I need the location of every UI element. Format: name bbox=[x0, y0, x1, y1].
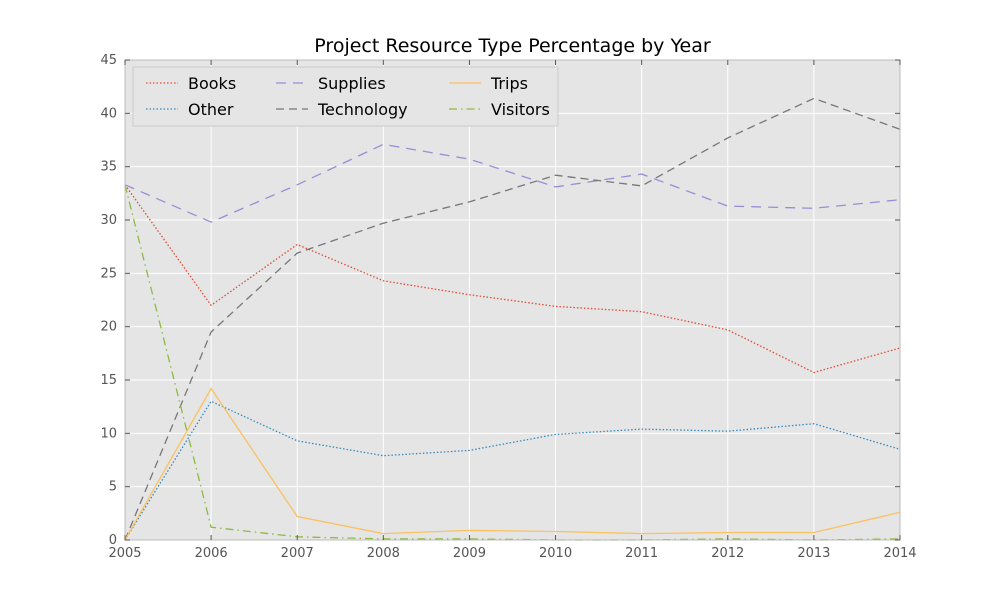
y-tick-label: 40 bbox=[100, 106, 117, 121]
x-tick-label: 2009 bbox=[453, 546, 486, 561]
legend-label-technology: Technology bbox=[317, 100, 408, 119]
x-tick-label: 2012 bbox=[711, 546, 744, 561]
legend-label-trips: Trips bbox=[490, 74, 528, 93]
series-line-trips bbox=[124, 387, 901, 541]
y-tick-label: 45 bbox=[100, 53, 117, 68]
x-tick-label: 2005 bbox=[108, 546, 141, 561]
legend-label-other: Other bbox=[188, 100, 234, 119]
series-lines bbox=[124, 97, 901, 541]
y-tick-label: 0 bbox=[109, 533, 117, 548]
x-tick-label: 2007 bbox=[281, 546, 314, 561]
series-line-technology bbox=[124, 97, 901, 541]
x-tick-label: 2014 bbox=[883, 546, 916, 561]
axes: 0 5 10 15 20 25 30 35 40 45 2005 2006 2007 2008 2009 20… bbox=[100, 53, 916, 561]
y-tick-label: 25 bbox=[100, 266, 117, 281]
legend: Books Other Supplies Technology Trips Visitor… bbox=[132, 66, 559, 127]
legend-label-visitors: Visitors bbox=[491, 100, 550, 119]
y-tick-label: 10 bbox=[100, 426, 117, 441]
y-tick-label: 35 bbox=[100, 160, 117, 175]
legend-label-supplies: Supplies bbox=[318, 74, 386, 93]
plot-area bbox=[125, 60, 900, 540]
plot-frame bbox=[124, 59, 901, 541]
y-tick-label: 20 bbox=[100, 320, 117, 335]
x-tick-label: 2006 bbox=[195, 546, 228, 561]
chart-title: Project Resource Type Percentage by Year bbox=[314, 35, 711, 57]
x-tick-label: 2008 bbox=[367, 546, 400, 561]
legend-label-books: Books bbox=[188, 74, 236, 93]
y-tick-label: 5 bbox=[109, 480, 117, 495]
x-tick-label: 2011 bbox=[625, 546, 658, 561]
y-tick-label: 15 bbox=[100, 373, 117, 388]
legend-box bbox=[132, 66, 559, 127]
y-tick-label: 30 bbox=[100, 213, 117, 228]
series-line-supplies bbox=[124, 143, 901, 223]
x-tick-label: 2010 bbox=[539, 546, 572, 561]
series-line-visitors bbox=[124, 184, 901, 541]
x-tick-label: 2013 bbox=[797, 546, 830, 561]
series-line-other bbox=[124, 400, 901, 541]
series-line-books bbox=[124, 184, 901, 374]
